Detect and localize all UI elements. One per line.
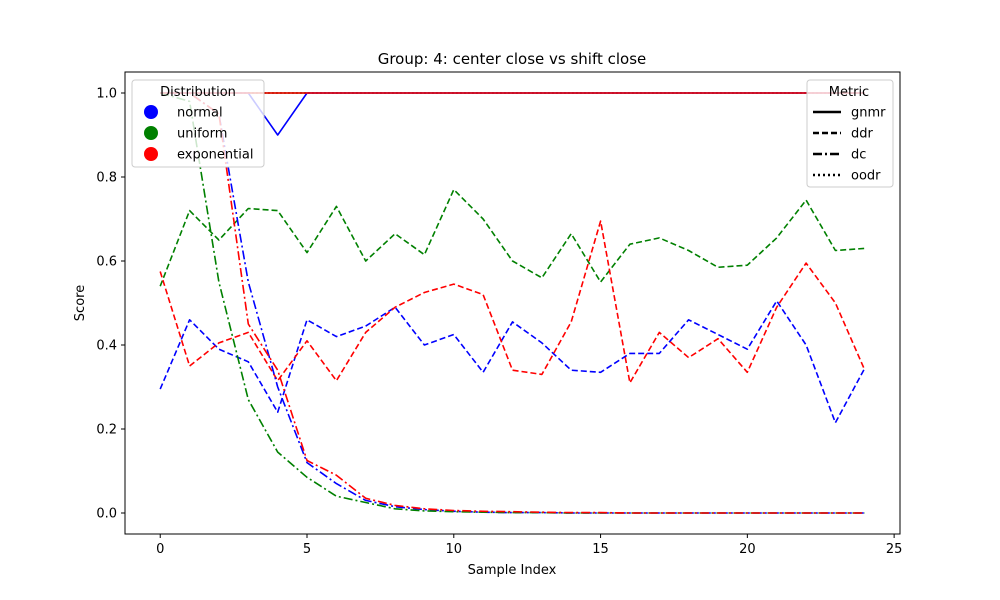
legend-marker-normal: [144, 105, 158, 119]
y-axis: 0.0 0.2 0.4 0.6 0.8 1.0: [96, 87, 125, 522]
x-tick-label: 10: [446, 542, 463, 557]
series-line-normal-ddr: [159, 300, 866, 424]
y-axis-label: Score: [73, 285, 88, 321]
legend-label-normal: normal: [177, 106, 223, 121]
series-line-normal-dc: [160, 92, 865, 514]
distribution-legend: Distribution normal uniform exponential: [131, 79, 265, 168]
y-tick-label: 0.4: [96, 339, 117, 354]
legend-label-gnmr: gnmr: [851, 106, 886, 121]
x-axis-label: Sample Index: [468, 563, 557, 578]
y-tick-label: 0.6: [96, 255, 117, 270]
series-layer: [159, 92, 866, 514]
x-tick-label: 25: [886, 542, 903, 557]
series-line-exponential-dc: [160, 92, 865, 514]
y-tick-label: 0.8: [96, 171, 117, 186]
legend-label-uniform: uniform: [177, 127, 227, 142]
legend-label-oodr: oodr: [851, 169, 881, 184]
legend-label-dc: dc: [851, 148, 866, 163]
legend-marker-uniform: [144, 126, 158, 140]
legend-label-exponential: exponential: [177, 148, 253, 163]
x-tick-label: 20: [739, 542, 756, 557]
x-tick-label: 0: [156, 542, 164, 557]
x-tick-label: 15: [592, 542, 609, 557]
distribution-legend-box: [131, 79, 265, 168]
metric-legend: Metric gnmr ddr dc oodr: [806, 79, 894, 188]
x-tick-label: 5: [303, 542, 311, 557]
metric-legend-title: Metric: [829, 85, 869, 100]
y-tick-label: 0.0: [96, 507, 117, 522]
chart-title: Group: 4: center close vs shift close: [378, 50, 647, 68]
distribution-legend-title: Distribution: [160, 85, 236, 100]
legend-label-ddr: ddr: [851, 127, 874, 142]
series-line-uniform-ddr: [159, 188, 865, 287]
y-tick-label: 0.2: [96, 423, 117, 438]
y-tick-label: 1.0: [96, 87, 117, 102]
metric-legend-box: [806, 79, 894, 188]
legend-marker-exponential: [144, 147, 158, 161]
series-line-exponential-ddr: [159, 220, 866, 384]
plot-frame: [124, 71, 901, 535]
x-axis: 0 5 10 15 20 25: [156, 534, 902, 557]
